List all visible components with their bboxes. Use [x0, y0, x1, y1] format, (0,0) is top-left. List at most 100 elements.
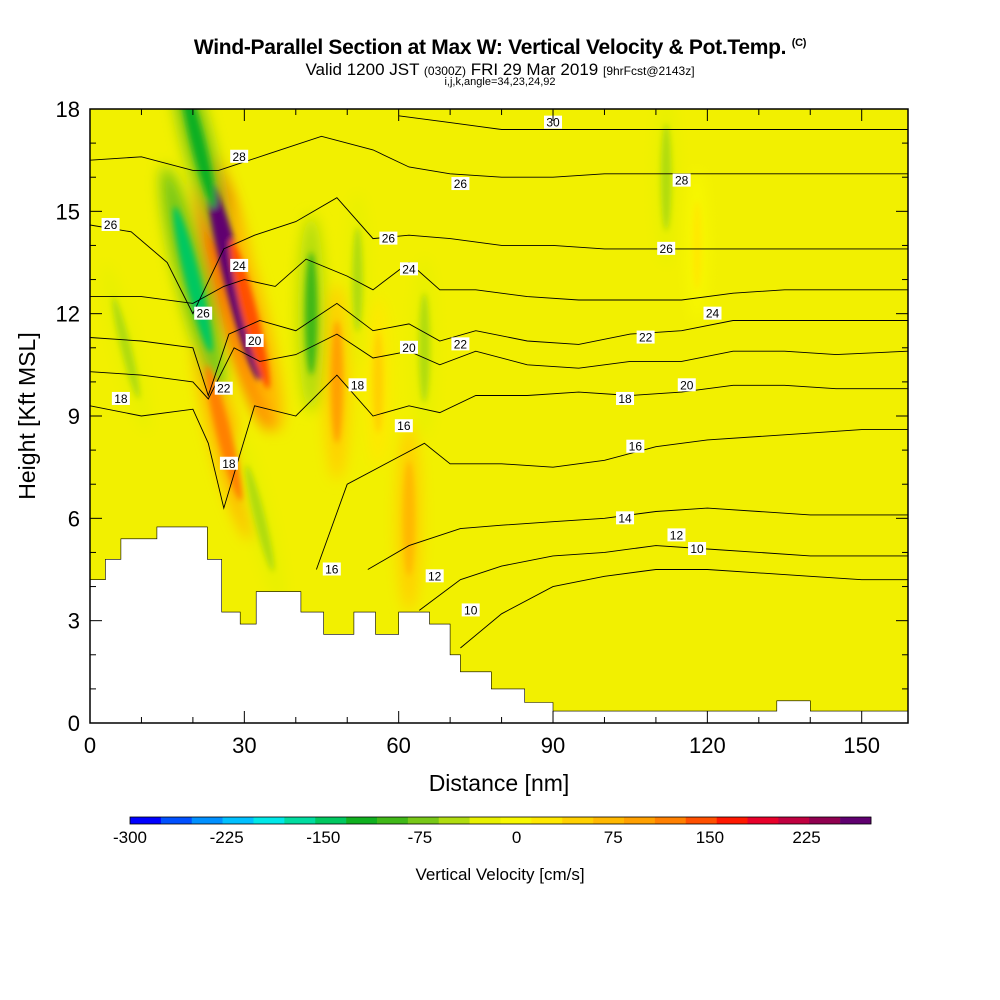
field-core-group [112, 109, 702, 576]
colorbar-swatch [685, 817, 717, 824]
colorbar-swatch [438, 817, 470, 824]
colorbar-swatch [315, 817, 347, 824]
isentrope-26 [90, 197, 908, 315]
contour-label-text: 18 [114, 392, 128, 406]
x-tick-label: 90 [541, 733, 565, 758]
colorbar-frame [129, 816, 872, 825]
colorbar-swatch [407, 817, 440, 824]
contour-label-bg [101, 217, 120, 231]
w-core-10 [403, 460, 415, 576]
contour-label: 20 [677, 378, 696, 392]
contour-label-text: 20 [248, 334, 262, 348]
contour-label: 20 [245, 333, 264, 348]
contour-label-text: 18 [351, 378, 365, 392]
x-tick-label: 0 [84, 733, 96, 758]
contour-label-text: 16 [629, 440, 643, 454]
w-core-4 [180, 109, 216, 209]
w-core-7 [330, 320, 344, 444]
colorbar-swatch [716, 817, 748, 824]
terrain-shape [90, 526, 908, 723]
contour-label-text: 24 [402, 262, 416, 276]
w-core-5 [245, 464, 275, 572]
contour-label-bg [703, 306, 722, 320]
colorbar-swatch [562, 817, 594, 824]
valid-time: Valid 1200 JST [305, 60, 420, 79]
contour-label-bg [348, 378, 367, 392]
colorbar-swatch [191, 817, 223, 824]
colorbar-tick-label: 75 [604, 828, 623, 847]
isentrope-contours [90, 115, 908, 649]
contour-label: 16 [626, 439, 645, 454]
title-main: Wind-Parallel Section at Max W: Vertical… [193, 36, 787, 59]
isentrope-10 [460, 569, 908, 649]
isentrope-16 [315, 429, 908, 570]
colorbar-swatch [130, 817, 162, 824]
contour-label: 22 [451, 337, 470, 351]
colorbar-swatch [624, 817, 656, 824]
contour-label-bg [399, 262, 418, 276]
chart-subtitle: Valid 1200 JST (0300Z) FRI 29 Mar 2019 [… [0, 60, 1000, 80]
contour-label-bg [379, 231, 398, 245]
contour-label-text: 26 [382, 232, 396, 246]
contour-label-bg [245, 333, 264, 347]
colorbar-swatch [531, 817, 563, 824]
y-tick-label: 18 [56, 97, 80, 122]
colorbar-swatch [469, 817, 501, 824]
contour-label-bg [667, 528, 686, 542]
x-tick-label: 150 [843, 733, 880, 758]
contour-label-bg [230, 258, 249, 272]
isentrope-22 [90, 302, 908, 397]
contour-label: 30 [544, 115, 563, 130]
isentrope-28 [90, 135, 908, 178]
colorbar-swatch [500, 817, 532, 824]
colorbar-swatch [778, 817, 810, 824]
contour-label-text: 26 [454, 177, 468, 191]
contour-label-text: 26 [104, 218, 118, 232]
contour-label-text: 22 [217, 382, 231, 396]
y-tick-label: 15 [56, 199, 80, 224]
contour-label: 24 [230, 258, 249, 273]
contour-label-bg [616, 391, 635, 405]
chart-title: Wind-Parallel Section at Max W: Vertical… [0, 36, 1000, 60]
contour-labels: 30 28 28 26 26 26 26 24 24 24 26 20 20 22 22 22 20 18 18 18… [101, 115, 722, 617]
contour-label-bg [461, 603, 480, 617]
contour-label: 26 [194, 306, 213, 321]
contour-label: 26 [451, 177, 470, 191]
chart-indices: i,j,k,angle=34,23,24,92 [444, 76, 556, 88]
contour-label-text: 20 [680, 378, 694, 392]
contour-label-text: 12 [670, 528, 684, 542]
contour-label: 10 [461, 603, 480, 617]
contour-label: 18 [616, 391, 635, 406]
contour-label-text: 12 [428, 569, 442, 583]
w-core-6 [305, 252, 318, 375]
contour-label: 26 [101, 217, 120, 232]
contour-label-bg [677, 378, 696, 392]
colorbar-swatch [346, 817, 378, 824]
y-tick-label: 9 [68, 404, 80, 429]
plot-area: 30 28 28 26 26 26 26 24 24 24 26 20 20 22 22 22 20 18 18 18… [90, 109, 908, 723]
contour-label-bg [399, 340, 418, 354]
w-core-8 [352, 227, 363, 333]
contour-label-text: 10 [464, 603, 478, 617]
contour-label: 18 [219, 456, 238, 471]
colorbar-tick-label: -150 [306, 828, 340, 847]
contour-label-bg [194, 306, 213, 320]
contour-label-text: 20 [402, 341, 416, 355]
colorbar-swatch [654, 817, 687, 824]
x-tick-label: 120 [689, 733, 726, 758]
colorbar-swatch [377, 817, 409, 824]
axes: 0 30 60 90 120 150 0 3 6 9 12 15 18 [56, 97, 909, 758]
contour-label-bg [214, 381, 233, 395]
contour-label-text: 16 [397, 419, 411, 433]
contour-label-bg [657, 241, 676, 255]
contour-label-text: 10 [690, 542, 704, 556]
w-core-12 [660, 123, 672, 231]
colorbar-swatch [160, 817, 193, 824]
colorbar-swatch [222, 817, 254, 824]
contour-label-text: 18 [618, 392, 632, 406]
w-core-14 [112, 296, 140, 399]
contour-label-bg [322, 562, 341, 576]
y-tick-label: 12 [56, 302, 80, 327]
valid-utc: (0300Z) [423, 64, 466, 78]
